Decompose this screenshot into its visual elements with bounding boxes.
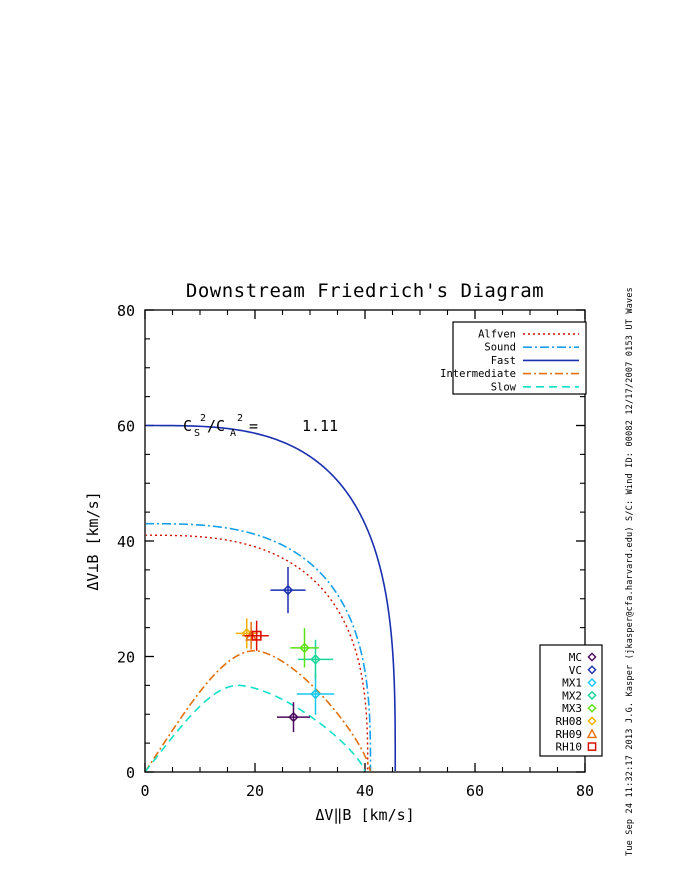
annot-equals: = (249, 417, 258, 435)
curve-alfven (146, 534, 369, 771)
marker-legend-label: RH08 (556, 715, 583, 728)
curve-slow (146, 684, 366, 771)
marker-legend-label: RH10 (556, 741, 583, 754)
data-point-mx1 (296, 673, 335, 715)
marker-legend-label: VC (569, 664, 582, 677)
marker-legend-label: MC (569, 651, 582, 664)
page-title: Downstream Friedrich's Diagram (186, 280, 544, 302)
marker-legend-symbol (587, 703, 597, 713)
annot-sup-2a: 2 (200, 413, 206, 424)
y-tick-label: 40 (117, 533, 135, 551)
y-tick-label: 60 (117, 418, 135, 436)
curve-legend-box (452, 321, 587, 395)
x-tick-label: 40 (356, 782, 374, 800)
curve-sound (146, 522, 372, 771)
marker-legend-symbol (587, 716, 597, 726)
marker-legend-label: MX3 (562, 702, 582, 715)
marker-legend-label: MX1 (562, 677, 582, 690)
curve-intermediate (146, 649, 372, 771)
annot-sup-2b: 2 (237, 413, 243, 424)
curve-legend-label: Fast (491, 355, 516, 367)
annot-value: 1.11 (302, 417, 338, 435)
curve-legend-label: Sound (484, 342, 516, 354)
marker-legend-label: MX2 (562, 689, 582, 702)
data-points-group (235, 566, 335, 733)
annot-sub-a: A (230, 428, 236, 439)
curve-legend-label: Alfven (478, 329, 516, 341)
axis-ticks: 0 20 40 60 80 0 20 40 60 80 (117, 302, 594, 800)
data-point-rh08 (235, 618, 258, 649)
data-point-rh10 (244, 620, 269, 651)
sound-alfven-ratio-annotation: C S 2 /C A 2 = 1.11 (183, 413, 338, 439)
x-axis-label: ΔV‖B [km/s] (315, 806, 414, 824)
marker-legend-symbol (586, 728, 598, 739)
marker-legend-symbol (587, 690, 597, 700)
curve-legend-label: Intermediate (440, 368, 516, 380)
data-point-mx3 (290, 628, 319, 668)
y-tick-label: 20 (117, 649, 135, 667)
curve-legend-label: Slow (491, 381, 517, 393)
curves-group (146, 424, 397, 771)
x-tick-label: 60 (466, 782, 484, 800)
marker-legend-symbol (587, 652, 597, 662)
annot-c1: C (183, 417, 192, 435)
marker-legend-label: RH09 (556, 728, 583, 741)
annot-sub-s: S (194, 428, 200, 439)
marker-legend-symbol (587, 678, 597, 688)
y-axis-label: ΔV⊥B [km/s] (84, 491, 102, 590)
x-tick-label: 20 (246, 782, 264, 800)
side-credit-text: Tue Sep 24 11:32:17 2013 J.G. Kasper (jk… (625, 287, 635, 856)
curve-fast (146, 424, 397, 771)
y-tick-label: 80 (117, 302, 135, 320)
x-tick-label: 80 (576, 782, 594, 800)
marker-legend-symbol (587, 665, 597, 675)
annot-slash-c2: /C (207, 417, 225, 435)
marker-legend-symbol (587, 742, 597, 751)
data-point-vc (270, 566, 306, 614)
data-point-mc (277, 702, 310, 733)
y-tick-label: 0 (126, 764, 135, 782)
x-tick-label: 0 (140, 782, 149, 800)
